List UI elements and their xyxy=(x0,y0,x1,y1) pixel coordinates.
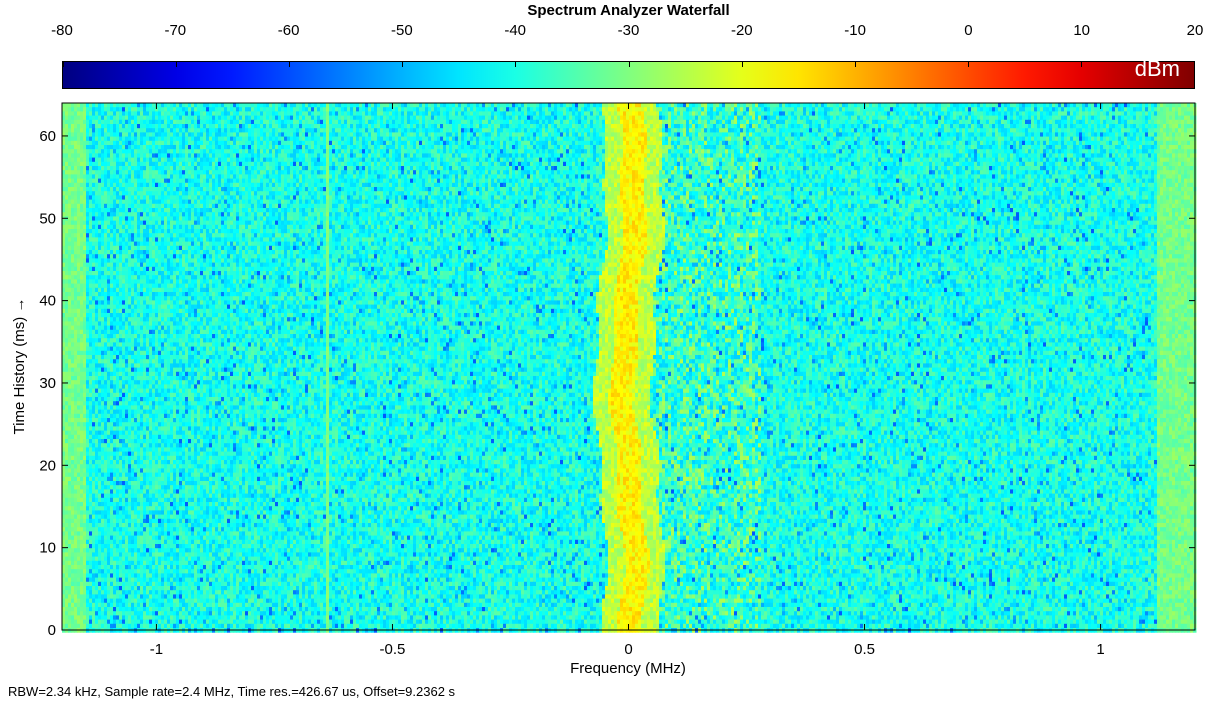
y-tick-label: 0 xyxy=(48,622,56,639)
footer-info: RBW=2.34 kHz, Sample rate=2.4 MHz, Time … xyxy=(8,684,455,699)
y-tick-label: 10 xyxy=(39,540,56,557)
y-axis-label: Time History (ms) → xyxy=(11,298,28,435)
x-tick-label: 0.5 xyxy=(854,641,875,658)
x-axis-label: Frequency (MHz) xyxy=(570,660,686,677)
y-tick-label: 30 xyxy=(39,375,56,392)
x-tick-label: -0.5 xyxy=(380,641,406,658)
y-tick-label: 50 xyxy=(39,210,56,227)
y-tick-label: 20 xyxy=(39,457,56,474)
x-tick-label: -1 xyxy=(150,641,163,658)
y-tick-label: 40 xyxy=(39,293,56,310)
x-tick-label: 1 xyxy=(1096,641,1104,658)
heatmap-cells xyxy=(62,103,1197,633)
y-tick-label: 60 xyxy=(39,128,56,145)
x-tick-label: 0 xyxy=(624,641,632,658)
